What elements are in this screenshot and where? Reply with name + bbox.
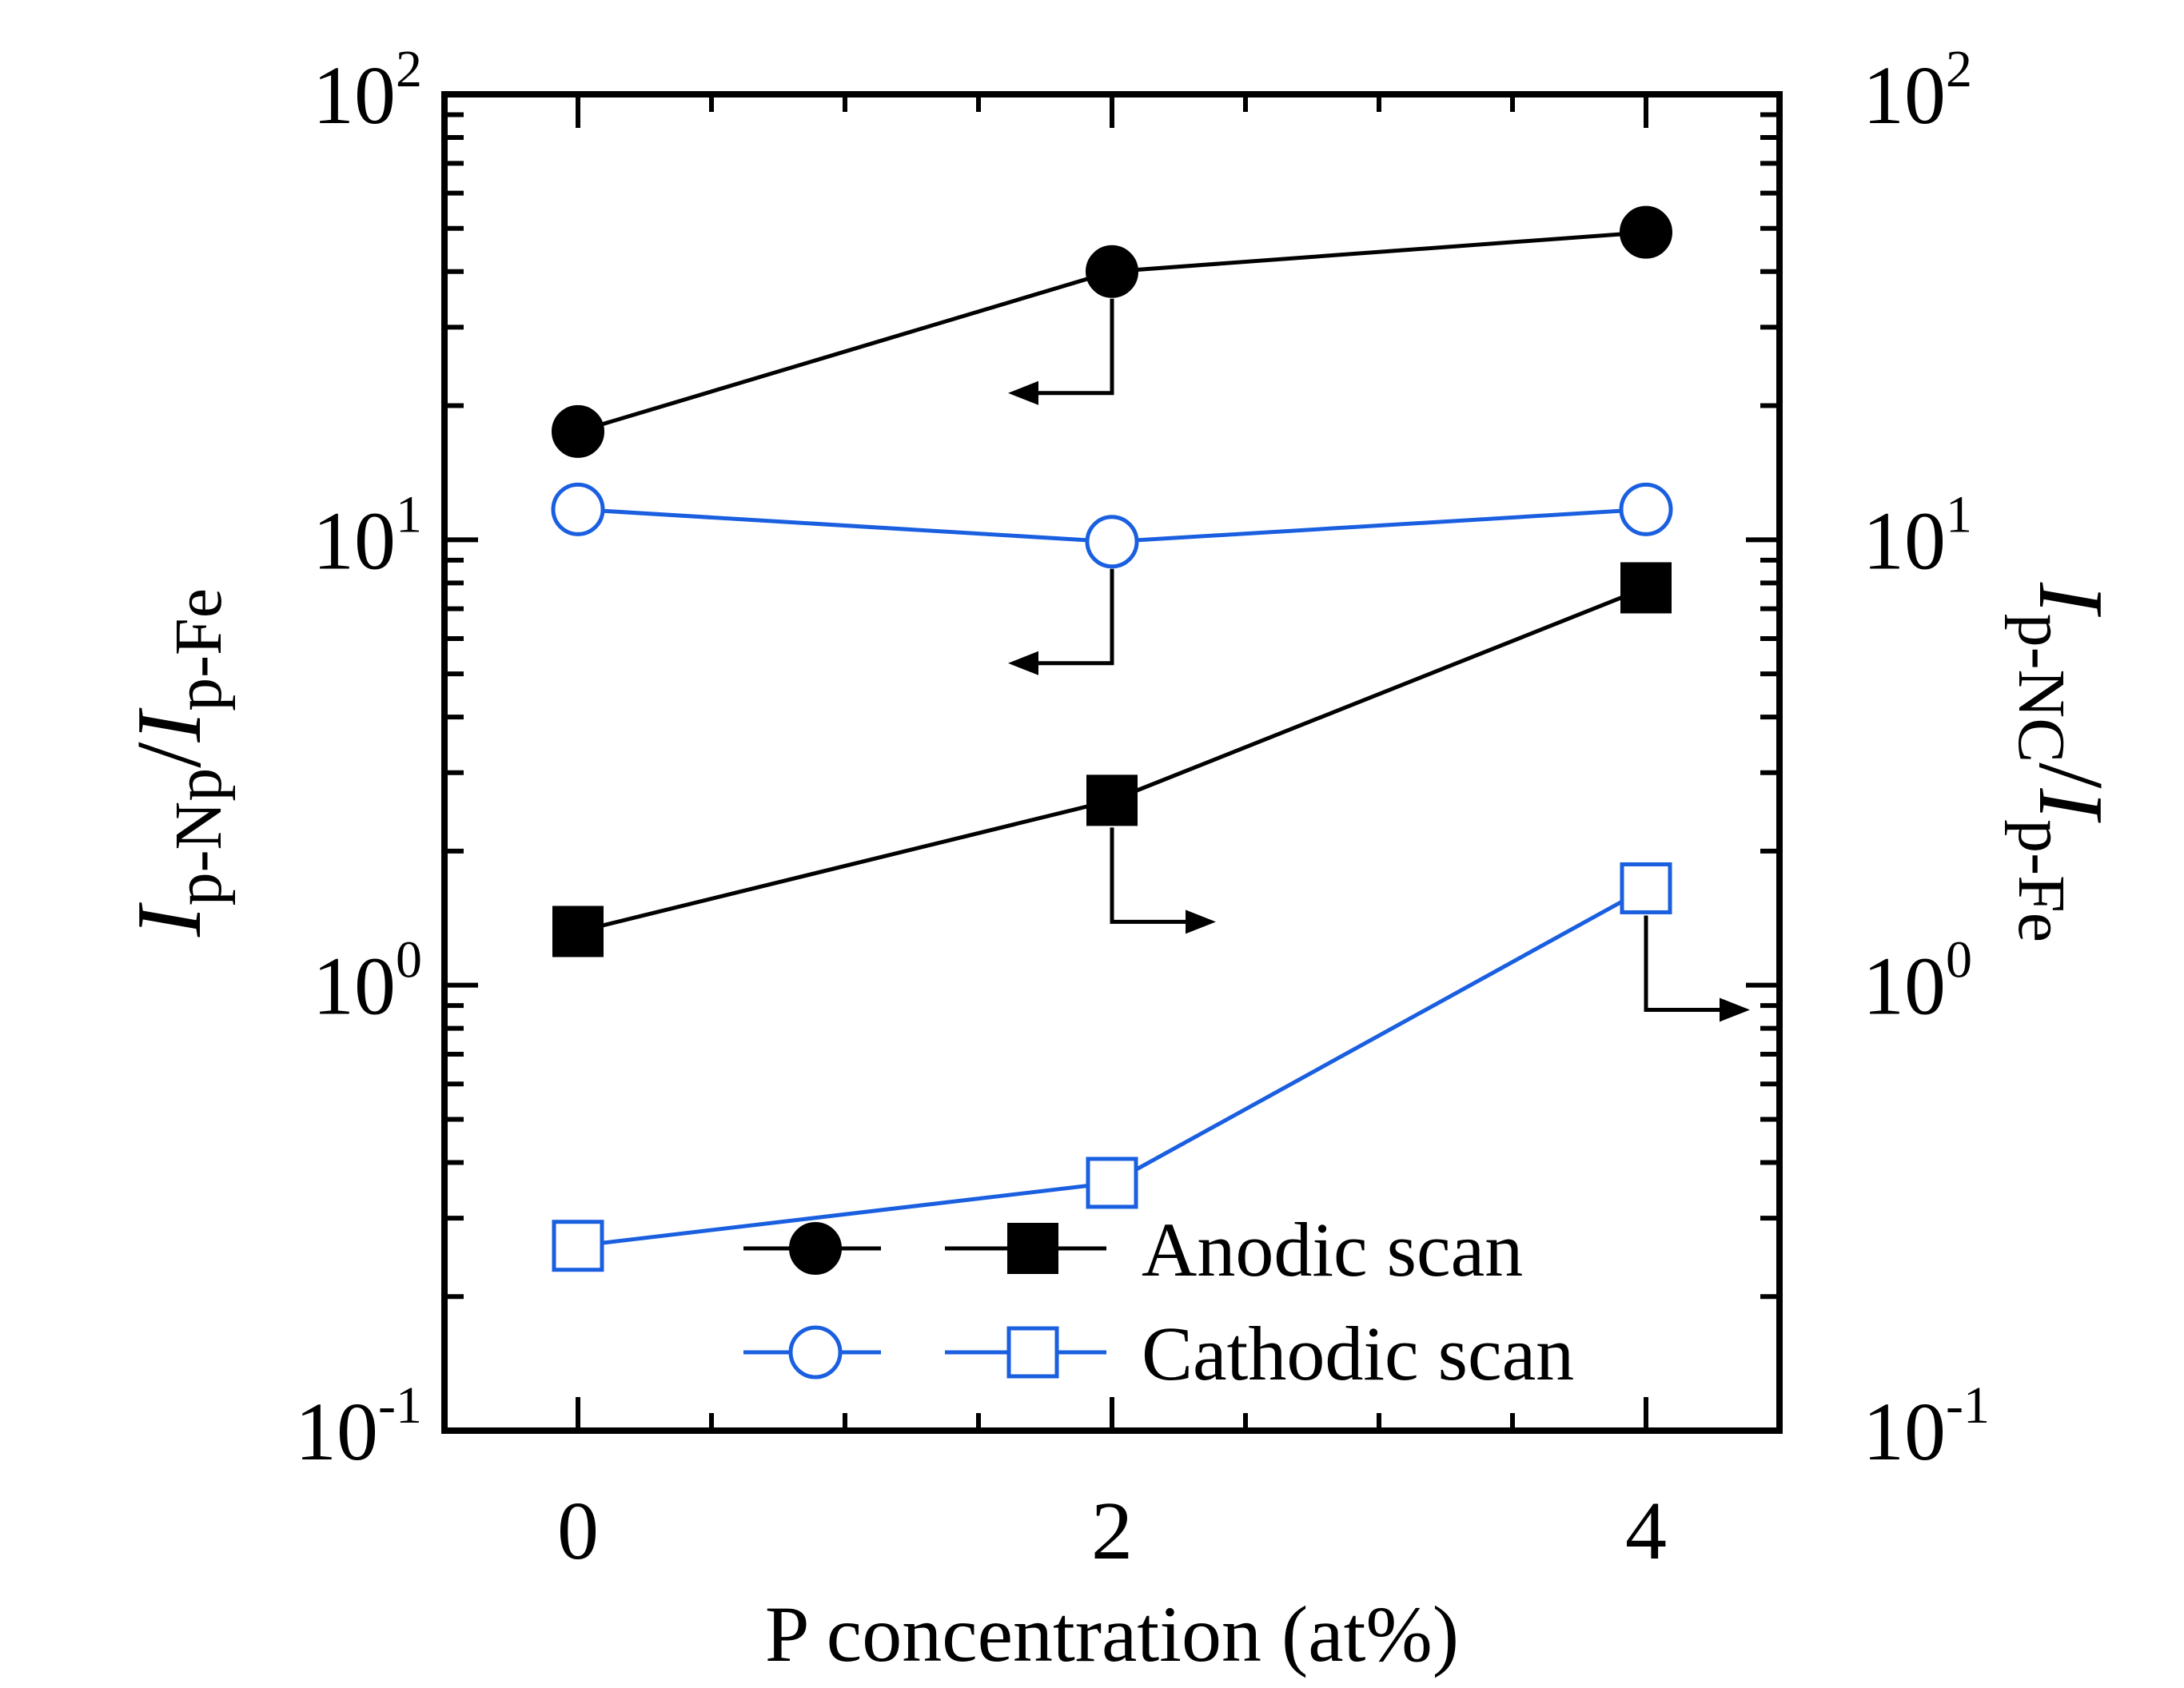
legend-marker	[789, 1222, 842, 1275]
x-tick-label: 2	[1091, 1485, 1133, 1577]
data-point-series-0	[1086, 245, 1138, 298]
legend: Anodic scan Cathodic scan	[743, 1207, 1574, 1396]
legend-marker	[788, 1325, 843, 1379]
data-point-series-1	[1085, 515, 1139, 569]
axis-arrow-head	[1720, 997, 1750, 1022]
data-point-series-2	[552, 906, 604, 957]
series-markers	[551, 205, 1673, 1272]
axis-arrow-head	[1186, 910, 1216, 934]
y-tick-label-right: 10-1	[1863, 1376, 1990, 1478]
axis-arrows	[1008, 298, 1750, 1022]
y-tick-label-left: 102	[313, 40, 422, 141]
data-point-series-3	[552, 1220, 604, 1272]
axis-arrow-line	[1110, 827, 1186, 924]
y-tick-label-left: 10-1	[295, 1376, 422, 1478]
plot-frame	[441, 91, 1783, 1434]
axis-arrow-line	[1038, 568, 1114, 666]
x-tick-label: 4	[1625, 1485, 1667, 1577]
legend-marker	[1007, 1223, 1058, 1274]
axis-arrow-head	[1008, 380, 1038, 405]
left-y-axis-title: Ip-Np/Ip-Fe	[118, 588, 236, 938]
tick-labels: 10-1 10-1 100 100 101 101 102 102 0 2 4	[295, 40, 1990, 1577]
axis-arrow-head	[1008, 651, 1038, 675]
y-tick-label-right: 100	[1863, 931, 1972, 1033]
y-tick-label-right: 101	[1863, 485, 1972, 587]
y-tick-label-left: 100	[313, 931, 422, 1033]
data-point-series-0	[1620, 205, 1672, 259]
legend-label: Cathodic scan	[1142, 1311, 1574, 1396]
y-tick-label-left: 101	[313, 485, 422, 587]
right-y-axis-title: Ip-NC/Ip-Fe	[2004, 582, 2122, 942]
y-tick-label-right: 102	[1863, 40, 1972, 141]
data-point-series-1	[1619, 482, 1673, 536]
axis-arrow-line	[1644, 915, 1720, 1012]
data-point-series-2	[1086, 774, 1138, 826]
data-point-series-2	[1620, 562, 1672, 614]
legend-label: Anodic scan	[1142, 1207, 1523, 1292]
x-tick-label: 0	[557, 1485, 599, 1577]
data-point-series-0	[552, 404, 604, 458]
data-point-series-3	[1620, 862, 1672, 914]
axis-arrow-line	[1038, 298, 1114, 396]
data-point-series-1	[551, 482, 605, 536]
legend-marker	[1006, 1326, 1059, 1379]
data-point-series-3	[1086, 1157, 1138, 1209]
x-axis-title: P concentration (at%)	[765, 1590, 1459, 1678]
